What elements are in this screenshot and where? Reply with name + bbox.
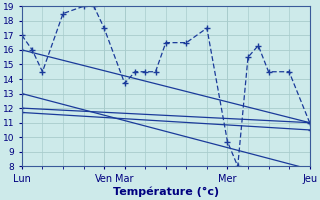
X-axis label: Température (°c): Température (°c): [113, 187, 219, 197]
